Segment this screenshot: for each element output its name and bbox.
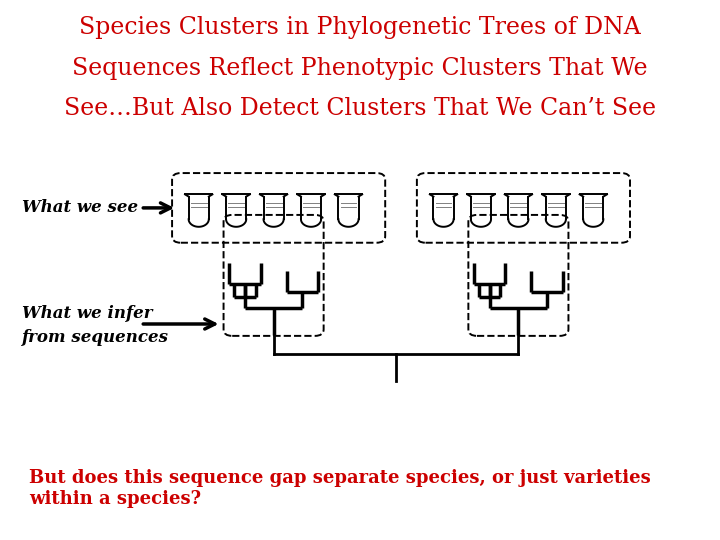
- Text: See…But Also Detect Clusters That We Can’t See: See…But Also Detect Clusters That We Can…: [64, 97, 656, 120]
- Text: within a species?: within a species?: [29, 490, 201, 509]
- Text: What we see: What we see: [22, 199, 138, 217]
- Text: But does this sequence gap separate species, or just varieties: But does this sequence gap separate spec…: [29, 469, 651, 487]
- Text: Sequences Reflect Phenotypic Clusters That We: Sequences Reflect Phenotypic Clusters Th…: [72, 57, 648, 80]
- Text: from sequences: from sequences: [22, 329, 168, 346]
- Text: Species Clusters in Phylogenetic Trees of DNA: Species Clusters in Phylogenetic Trees o…: [79, 16, 641, 39]
- Text: What we infer: What we infer: [22, 305, 152, 322]
